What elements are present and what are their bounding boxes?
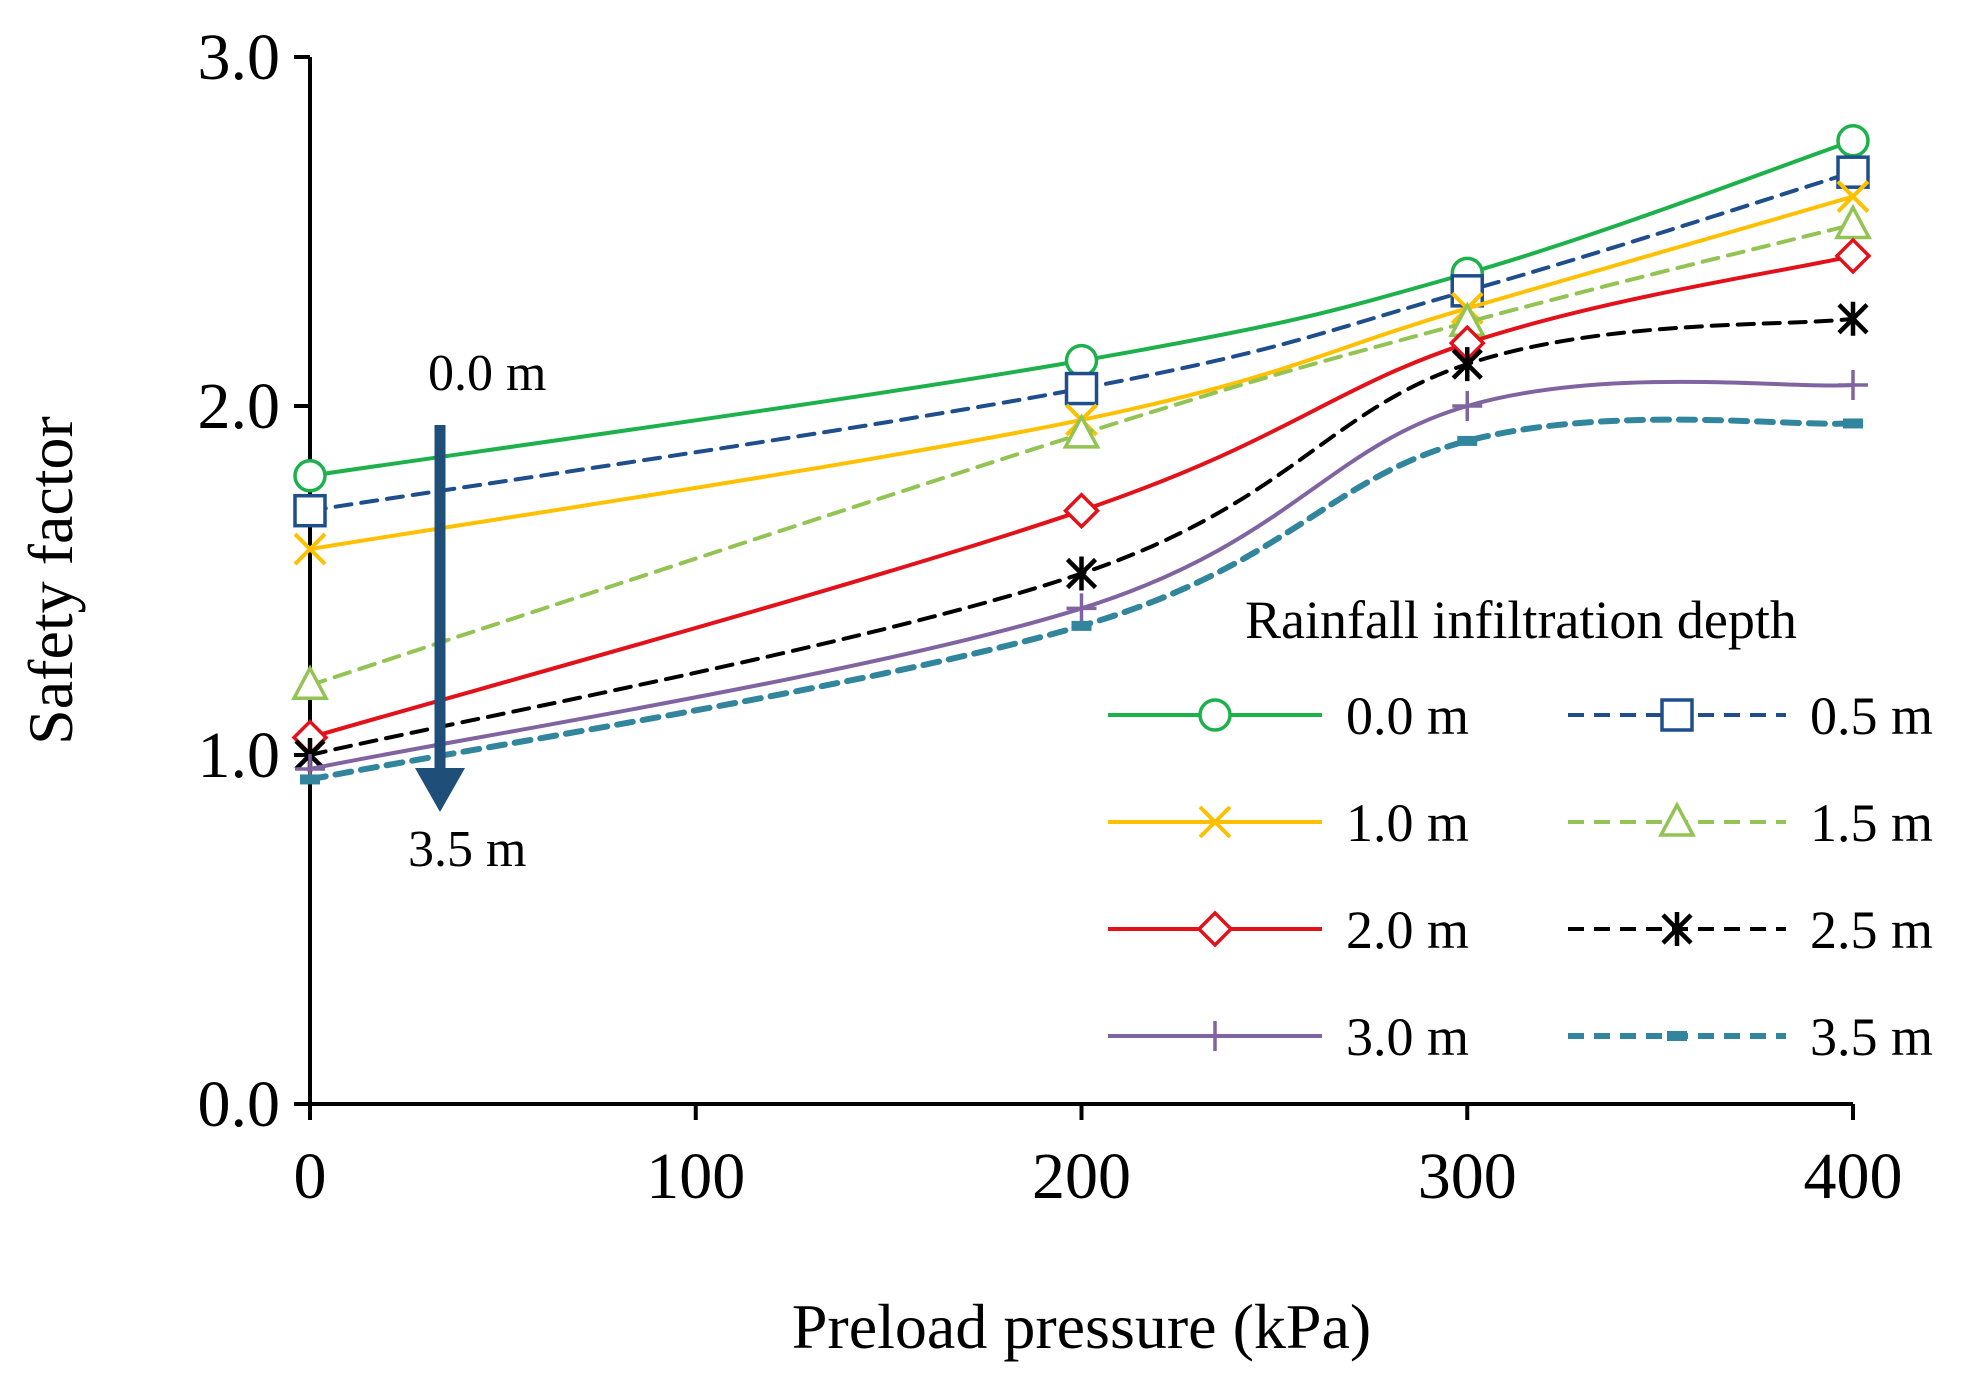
series-line (308, 222, 1855, 688)
series-1-0-m (293, 180, 1870, 566)
data-point (293, 493, 327, 528)
axes: 0.0 1.0 2.0 3.0 0 100 200 300 400 Preload pressur… (15, 21, 1903, 1362)
data-point (300, 774, 320, 785)
legend-item: 3.0 m (1108, 1007, 1469, 1067)
legend-label: 3.0 m (1346, 1007, 1469, 1067)
series-line (308, 194, 1855, 552)
series-line (308, 253, 1855, 740)
series-line (308, 138, 1855, 478)
series-line (308, 316, 1855, 757)
data-point (1451, 347, 1483, 382)
legend-marker (1200, 1021, 1230, 1051)
data-point (1836, 155, 1870, 189)
legend-label: 3.5 m (1810, 1007, 1933, 1067)
data-point (291, 664, 329, 700)
data-point (1066, 593, 1097, 624)
arrow-head (415, 768, 465, 812)
y-tick-label: 1.0 (198, 719, 281, 792)
arrow-end-label: 3.5 m (408, 821, 526, 878)
data-point (293, 532, 327, 566)
legend-title: Rainfall infiltration depth (1245, 590, 1797, 650)
data-point (1065, 556, 1098, 591)
legend-marker (1198, 805, 1232, 839)
legend-item: 1.5 m (1568, 793, 1933, 853)
data-point (1071, 620, 1092, 631)
data-point (1834, 203, 1872, 240)
data-point (1450, 274, 1484, 308)
series-line (308, 379, 1855, 771)
data-point (1843, 418, 1863, 429)
data-point (293, 459, 327, 493)
x-tick-label: 100 (646, 1140, 745, 1213)
series-layer (291, 124, 1872, 785)
legend: Rainfall infiltration depth 0.0 m 0.5 m 1.0… (1108, 590, 1933, 1067)
series-0-5-m (293, 155, 1870, 528)
arrow-start-label: 0.0 m (428, 345, 546, 402)
legend-label: 2.5 m (1810, 900, 1933, 960)
series-3-0-m (295, 370, 1868, 784)
data-point (1063, 492, 1100, 530)
legend-item: 2.0 m (1108, 900, 1469, 960)
legend-marker (1198, 698, 1232, 732)
legend-label: 0.0 m (1346, 686, 1469, 746)
data-point (1836, 124, 1870, 158)
series-3-5-m (300, 416, 1863, 785)
y-tick-label: 2.0 (198, 370, 281, 443)
legend-marker (1658, 801, 1696, 837)
legend-marker (1660, 698, 1694, 732)
data-point (1457, 435, 1478, 446)
series-1-5-m (291, 203, 1872, 700)
data-point (1064, 371, 1099, 406)
legend-label: 0.5 m (1810, 686, 1933, 746)
data-point (1064, 343, 1099, 378)
x-tick-label: 300 (1418, 1140, 1517, 1213)
series-line (308, 170, 1855, 513)
legend-label: 1.0 m (1346, 793, 1469, 853)
legend-item: 1.0 m (1108, 793, 1469, 853)
data-point (1452, 391, 1483, 421)
legend-label: 2.0 m (1346, 900, 1469, 960)
series-2-0-m (291, 237, 1872, 757)
data-point (1838, 370, 1868, 401)
x-tick-label: 200 (1032, 1140, 1131, 1213)
legend-marker (1661, 912, 1693, 946)
x-tick-label: 400 (1804, 1140, 1903, 1213)
data-point (1837, 301, 1869, 336)
legend-item: 2.5 m (1568, 900, 1933, 960)
x-axis-title: Preload pressure (kPa) (792, 1291, 1371, 1362)
depth-arrow-annotation: 0.0 m 3.5 m (408, 345, 546, 878)
data-point (1836, 180, 1870, 214)
y-tick-label: 3.0 (198, 21, 281, 94)
series-line (307, 416, 1856, 783)
legend-item: 0.0 m (1108, 686, 1469, 746)
legend-marker (1196, 910, 1234, 948)
y-tick-label: 0.0 (198, 1068, 281, 1141)
data-point (1062, 413, 1101, 449)
legend-marker (1667, 1031, 1687, 1041)
data-point (1834, 237, 1872, 275)
x-tick-label: 0 (294, 1140, 327, 1213)
legend-label: 1.5 m (1810, 793, 1933, 853)
y-axis-title: Safety factor (15, 416, 86, 745)
legend-item: 3.5 m (1568, 1007, 1933, 1067)
legend-item: 0.5 m (1568, 686, 1933, 746)
